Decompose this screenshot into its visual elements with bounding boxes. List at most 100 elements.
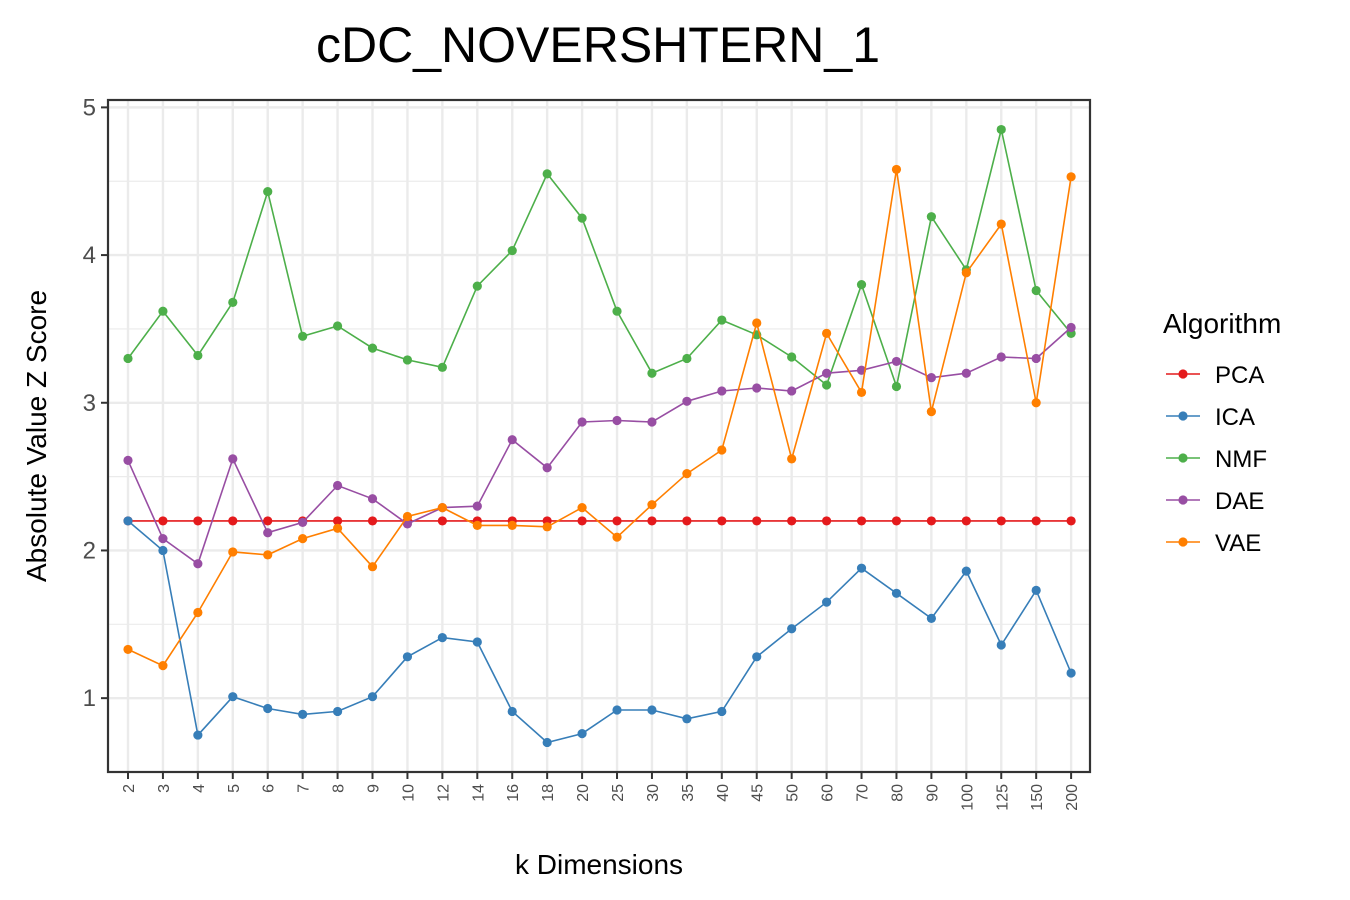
x-tick-label: 9	[366, 784, 383, 793]
data-point-ica	[1031, 585, 1041, 595]
data-point-nmf	[123, 353, 133, 364]
data-point-ica	[542, 737, 552, 748]
series-line-dae	[127, 326, 1072, 566]
data-point-pca	[891, 516, 902, 526]
data-point-vae	[1031, 398, 1041, 408]
grid	[108, 100, 1090, 773]
data-point-ica	[332, 706, 343, 717]
data-point-vae	[193, 607, 203, 618]
y-tick-label: 2	[83, 537, 96, 564]
x-tick-label: 5	[226, 784, 243, 793]
legend-label: VAE	[1215, 530, 1261, 557]
data-point-vae	[263, 550, 273, 560]
x-tick-label: 7	[296, 784, 313, 793]
data-point-vae	[332, 523, 343, 533]
data-point-dae	[926, 373, 936, 383]
data-point-nmf	[298, 331, 308, 341]
plot-panel	[106, 98, 1092, 774]
x-tick-label: 60	[820, 784, 837, 802]
data-point-dae	[263, 528, 273, 538]
legend-key-point	[1178, 369, 1188, 379]
series-line-nmf	[127, 129, 1072, 390]
legend-key-point	[1178, 537, 1188, 547]
legend-label: DAE	[1215, 488, 1264, 515]
data-point-nmf	[891, 381, 902, 392]
data-point-dae	[612, 415, 622, 426]
data-point-ica	[263, 703, 273, 714]
y-tick-label: 1	[83, 685, 96, 712]
legend-item-vae: VAE	[1166, 530, 1261, 557]
data-point-ica	[228, 692, 238, 702]
data-point-nmf	[193, 350, 203, 361]
data-point-nmf	[717, 315, 727, 325]
data-point-pca	[647, 516, 657, 526]
data-point-dae	[402, 519, 413, 529]
data-point-dae	[891, 356, 902, 367]
data-point-ica	[367, 692, 378, 702]
x-axis: 2 3 4 5 6 7 8 9 10 12 14 16 18 20 25 30 35 40 45 50 60 70 80 90…	[121, 772, 1081, 811]
data-point-vae	[926, 407, 936, 417]
data-point-nmf	[787, 352, 797, 362]
legend-key-point	[1178, 453, 1188, 463]
data-point-vae	[996, 219, 1006, 229]
data-point-dae	[1066, 322, 1076, 333]
data-point-vae	[717, 445, 727, 455]
data-point-dae	[298, 517, 308, 528]
data-point-pca	[856, 516, 867, 526]
chart-title: cDC_NOVERSHTERN_1	[316, 17, 880, 73]
legend-label: PCA	[1215, 362, 1264, 389]
data-point-pca	[367, 516, 378, 526]
data-point-nmf	[158, 306, 168, 316]
x-tick-label: 14	[470, 784, 487, 802]
x-tick-label: 125	[994, 784, 1011, 811]
x-tick-label: 18	[540, 784, 557, 802]
data-point-vae	[1066, 172, 1076, 182]
data-point-dae	[472, 501, 482, 511]
data-point-ica	[507, 706, 517, 717]
data-point-vae	[298, 534, 308, 544]
x-tick-label: 16	[505, 784, 522, 802]
x-tick-label: 3	[156, 784, 173, 793]
data-point-pca	[577, 516, 587, 526]
x-tick-label: 50	[785, 784, 802, 802]
data-point-ica	[577, 729, 587, 739]
data-point-ica	[193, 730, 203, 740]
data-point-pca	[437, 516, 447, 526]
data-point-dae	[507, 435, 517, 445]
legend-title: Algorithm	[1163, 308, 1281, 339]
data-point-vae	[752, 318, 762, 328]
data-point-nmf	[1031, 285, 1041, 296]
data-point-ica	[856, 563, 867, 573]
data-point-dae	[752, 383, 762, 393]
data-point-nmf	[856, 280, 867, 290]
data-point-vae	[228, 547, 238, 557]
data-point-vae	[542, 522, 552, 532]
data-point-dae	[158, 534, 168, 544]
data-point-pca	[717, 516, 727, 526]
data-point-vae	[158, 661, 168, 671]
y-axis-title: Absolute Value Z Score	[21, 290, 52, 582]
data-point-vae	[437, 503, 447, 513]
data-point-nmf	[822, 380, 832, 390]
x-tick-label: 45	[750, 784, 767, 802]
data-point-nmf	[647, 368, 657, 378]
data-point-dae	[228, 454, 238, 464]
data-point-dae	[996, 352, 1006, 362]
data-point-vae	[472, 520, 482, 530]
legend-item-ica: ICA	[1166, 404, 1255, 431]
data-point-ica	[158, 545, 168, 556]
data-point-pca	[1066, 516, 1076, 526]
x-tick-label: 25	[610, 784, 627, 802]
data-point-dae	[717, 386, 727, 396]
data-point-nmf	[402, 355, 413, 365]
data-point-ica	[298, 709, 308, 720]
plot-border	[106, 98, 1092, 774]
data-point-nmf	[263, 186, 273, 197]
data-point-pca	[332, 516, 343, 526]
data-point-ica	[472, 637, 482, 647]
data-point-ica	[1066, 668, 1076, 678]
data-point-vae	[507, 520, 517, 530]
data-point-vae	[612, 532, 622, 542]
x-tick-label: 30	[645, 784, 662, 802]
series-nmf	[123, 124, 1076, 392]
